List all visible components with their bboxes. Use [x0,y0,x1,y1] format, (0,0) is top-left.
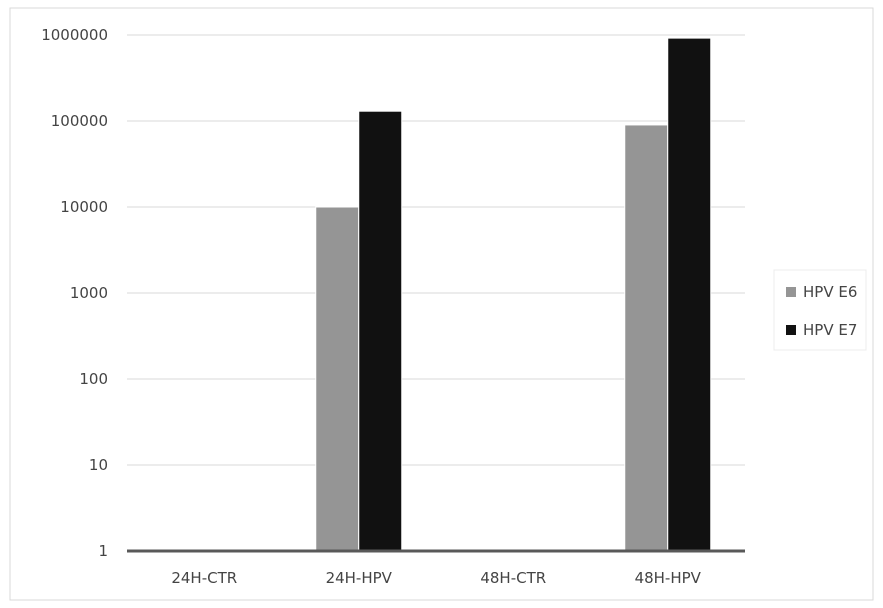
y-tick-label: 10000 [60,198,108,216]
bars [315,37,712,552]
legend-swatch [786,287,796,297]
y-tick-label: 1 [98,542,108,560]
legend-swatch [786,325,796,335]
legend-label: HPV E7 [803,321,857,339]
y-tick-label: 10 [89,456,108,474]
x-category-label: 48H-CTR [480,569,546,587]
y-tick-label: 100000 [51,112,108,130]
x-category-label: 24H-CTR [171,569,237,587]
y-tick-label: 1000 [70,284,108,302]
bar-hpv-e7-48h-hpv [667,37,712,552]
bar-hpv-e6-48h-hpv [624,124,669,552]
legend-box [773,269,867,351]
y-axis-ticks: 1 10 100 1000 10000 100000 1000000 [41,26,108,560]
bar-hpv-e7-24h-hpv [358,110,403,552]
y-tick-label: 100 [79,370,108,388]
x-category-label: 48H-HPV [635,569,702,587]
x-axis-labels: 24H-CTR 24H-HPV 48H-CTR 48H-HPV [171,569,701,587]
legend-label: HPV E6 [803,283,857,301]
chart-border [9,7,874,601]
y-tick-label: 1000000 [41,26,108,44]
bar-hpv-e6-24h-hpv [315,206,360,552]
legend: HPV E6 HPV E7 [773,269,867,351]
x-category-label: 24H-HPV [326,569,393,587]
